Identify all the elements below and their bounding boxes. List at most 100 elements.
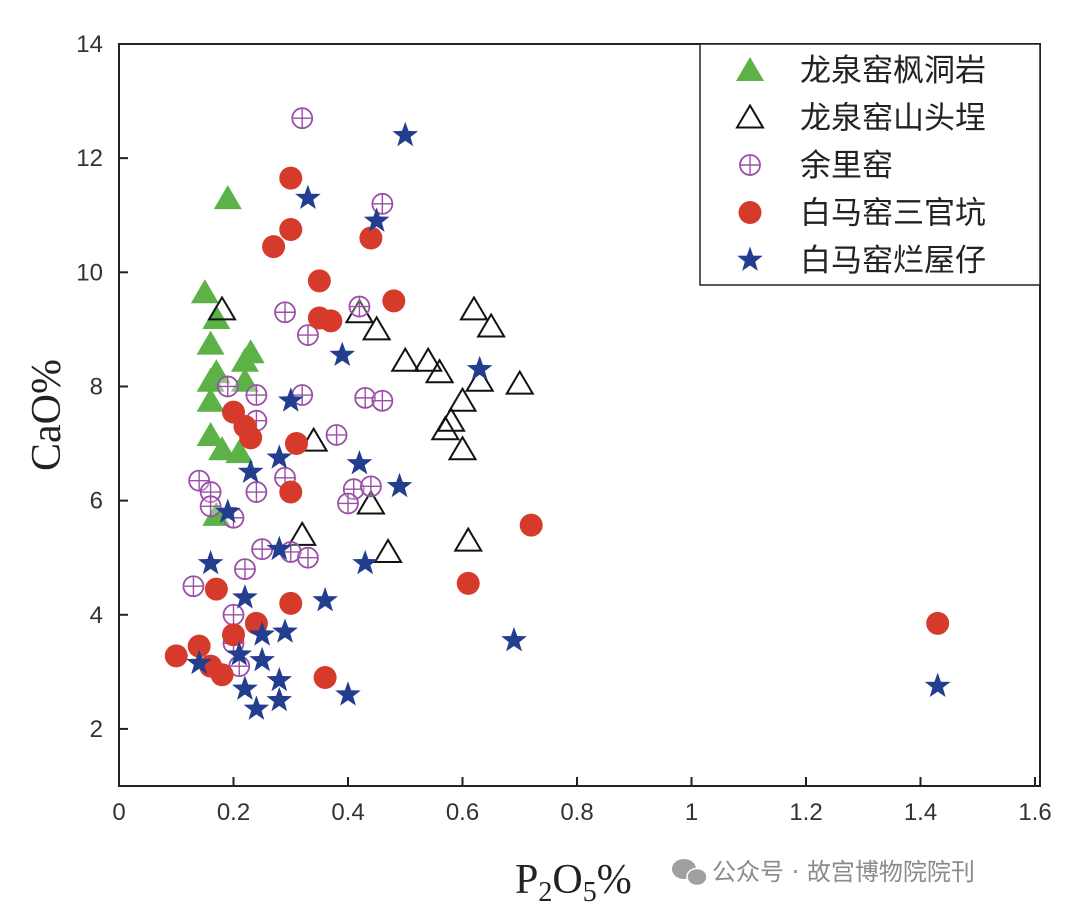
data-point <box>337 492 359 515</box>
data-point <box>279 591 303 615</box>
data-point <box>214 498 241 523</box>
legend-marker <box>739 154 761 176</box>
data-point <box>926 611 950 635</box>
data-point <box>359 226 383 250</box>
data-point <box>371 192 394 215</box>
data-point <box>216 375 239 398</box>
legend-label: 龙泉窑枫洞岩 <box>800 53 986 89</box>
data-point <box>249 646 275 672</box>
data-point <box>232 675 258 700</box>
data-point <box>319 309 343 333</box>
data-point <box>222 623 245 647</box>
y-tick-label: 6 <box>90 488 103 515</box>
data-point <box>243 695 270 720</box>
y-tick-label: 2 <box>90 716 103 743</box>
data-point <box>447 435 478 461</box>
data-point <box>197 549 224 575</box>
legend-marker <box>737 246 763 271</box>
data-point <box>204 577 228 601</box>
data-point <box>182 575 205 598</box>
y-tick-label: 8 <box>90 373 103 400</box>
data-point <box>272 618 298 643</box>
data-point <box>188 469 211 492</box>
data-point <box>222 603 245 626</box>
y-tick-label: 4 <box>90 602 103 629</box>
data-point <box>291 107 314 130</box>
data-point <box>363 207 390 232</box>
x-tick-label: 0.8 <box>560 799 593 826</box>
legend-label: 余里窑 <box>800 148 893 184</box>
data-point <box>234 558 256 581</box>
data-point <box>225 439 254 464</box>
data-point <box>447 386 478 412</box>
data-point <box>356 489 386 515</box>
data-point <box>232 584 258 609</box>
data-point <box>390 346 421 372</box>
legend-item: 余里窑 <box>739 148 893 184</box>
data-point <box>196 330 225 355</box>
x-axis-label: P2O5% <box>515 857 632 908</box>
data-point <box>504 369 535 395</box>
data-point <box>279 218 303 241</box>
data-point <box>386 472 413 498</box>
x-tick-label: 1.2 <box>789 799 822 826</box>
data-point <box>186 649 212 675</box>
series-1 <box>207 295 535 563</box>
data-point <box>297 546 319 569</box>
data-point <box>307 269 331 293</box>
x-tick-label: 0 <box>112 799 125 826</box>
data-point <box>501 627 527 652</box>
data-point <box>382 289 406 313</box>
data-point <box>213 185 242 210</box>
x-tick-label: 0.6 <box>446 799 479 826</box>
data-point <box>196 421 225 446</box>
data-point <box>277 387 304 412</box>
data-point <box>430 415 461 441</box>
data-point <box>392 121 419 147</box>
legend-label: 白马窑烂屋仔 <box>800 243 986 279</box>
data-point <box>266 686 293 712</box>
data-point <box>190 279 219 304</box>
data-point <box>371 389 394 412</box>
data-point <box>226 641 253 666</box>
wechat-icon <box>672 859 708 887</box>
watermark: 公众号 · 故宫博物院院刊 <box>672 858 975 887</box>
data-point <box>266 535 293 561</box>
data-point <box>239 426 263 450</box>
x-tick-label: 0.2 <box>217 799 250 826</box>
data-point <box>464 366 495 392</box>
x-tick-label: 1.4 <box>904 799 937 826</box>
y-tick-label: 14 <box>76 31 103 58</box>
data-point <box>519 513 543 537</box>
data-point <box>295 184 321 209</box>
data-point <box>187 634 211 658</box>
data-point <box>274 301 296 324</box>
plot-frame <box>118 43 1041 787</box>
data-point <box>325 424 348 446</box>
data-point <box>297 324 319 346</box>
data-point <box>287 520 317 546</box>
data-point <box>312 587 338 612</box>
data-point <box>459 295 489 321</box>
data-point <box>208 436 237 461</box>
data-point <box>202 304 231 329</box>
data-point <box>476 312 506 338</box>
data-point <box>266 444 293 469</box>
series-4 <box>186 121 951 720</box>
data-point <box>424 358 455 384</box>
data-point <box>924 672 951 697</box>
data-point <box>279 166 303 190</box>
data-point <box>262 235 286 259</box>
x-tick-label: 0.4 <box>331 799 364 826</box>
data-point <box>279 480 303 504</box>
data-point <box>207 295 237 321</box>
data-point <box>335 681 361 706</box>
data-point <box>199 495 222 518</box>
legend-item: 龙泉窑枫洞岩 <box>736 53 986 89</box>
data-point <box>284 432 308 456</box>
legend-marker <box>735 103 765 129</box>
watermark-text: 公众号 · 故宫博物院院刊 <box>712 858 975 886</box>
data-point <box>245 481 268 503</box>
